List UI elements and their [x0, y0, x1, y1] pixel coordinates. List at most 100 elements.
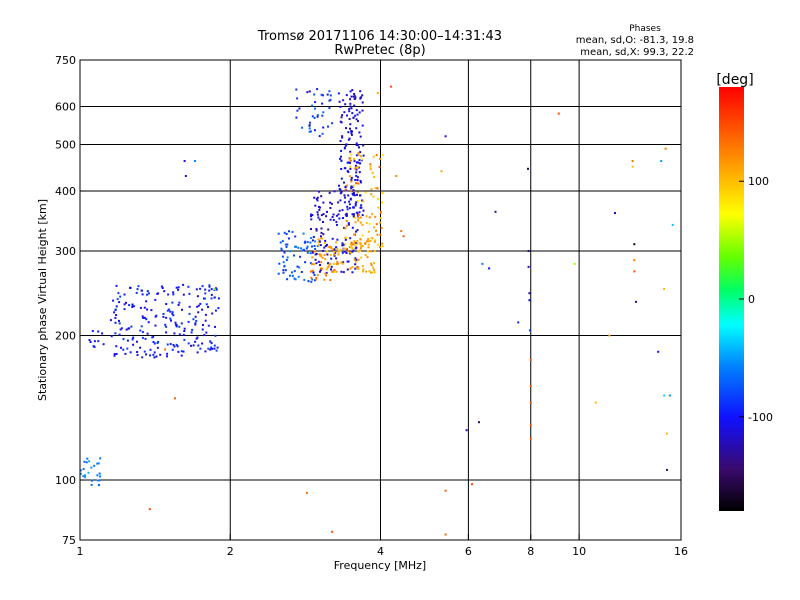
- data-point: [214, 309, 217, 312]
- data-point: [217, 297, 220, 300]
- data-point: [283, 251, 286, 254]
- data-point: [204, 292, 207, 295]
- data-point: [660, 160, 663, 162]
- data-point: [633, 270, 636, 273]
- data-point: [316, 88, 319, 91]
- data-point: [141, 293, 144, 296]
- data-point: [196, 295, 199, 298]
- data-point: [320, 214, 323, 217]
- data-point: [201, 308, 204, 311]
- data-point: [345, 247, 348, 250]
- data-point: [373, 271, 376, 274]
- data-point: [282, 269, 285, 272]
- data-point: [210, 297, 213, 300]
- data-point: [337, 201, 340, 204]
- data-point: [172, 344, 175, 346]
- data-point: [172, 293, 175, 296]
- data-point: [360, 204, 363, 207]
- data-point: [325, 268, 328, 271]
- data-point: [327, 245, 330, 248]
- data-point: [344, 227, 347, 230]
- data-point: [367, 243, 370, 246]
- data-point: [299, 255, 302, 258]
- data-point: [365, 215, 368, 218]
- data-point: [325, 271, 328, 274]
- data-point: [116, 298, 119, 301]
- data-point: [332, 213, 335, 216]
- data-point: [338, 100, 341, 103]
- data-point: [378, 157, 381, 160]
- data-point: [283, 231, 286, 234]
- data-point: [182, 293, 185, 296]
- data-point: [350, 187, 353, 190]
- data-point: [87, 471, 90, 474]
- data-point: [199, 347, 202, 350]
- data-point: [174, 397, 176, 400]
- data-point: [350, 180, 353, 183]
- data-point: [330, 247, 333, 250]
- data-point: [347, 249, 350, 252]
- data-point: [184, 175, 187, 177]
- data-point: [328, 264, 331, 267]
- data-point: [96, 474, 99, 477]
- y-tick-label: 600: [55, 101, 76, 114]
- grid-lines: [80, 60, 681, 540]
- data-point: [317, 260, 320, 263]
- data-point: [210, 346, 213, 349]
- data-point: [114, 321, 117, 324]
- data-point: [340, 168, 343, 170]
- data-point: [172, 314, 175, 317]
- data-point: [97, 340, 100, 343]
- data-point: [149, 354, 151, 357]
- data-point: [118, 333, 121, 336]
- data-point: [122, 338, 125, 341]
- data-point: [380, 227, 383, 229]
- data-point: [318, 218, 321, 221]
- data-point: [346, 114, 348, 117]
- data-point: [338, 209, 341, 212]
- data-point: [360, 256, 363, 259]
- data-point: [357, 182, 360, 185]
- data-point: [125, 328, 128, 331]
- data-point: [365, 270, 367, 273]
- data-point: [136, 351, 139, 353]
- data-point: [141, 336, 144, 339]
- data-point: [90, 466, 93, 469]
- data-point: [131, 304, 134, 307]
- data-point: [338, 217, 341, 220]
- data-point: [143, 306, 146, 309]
- data-point: [311, 251, 314, 254]
- data-point: [194, 323, 197, 326]
- data-point: [329, 207, 332, 209]
- data-point: [378, 166, 381, 168]
- data-point: [351, 266, 354, 269]
- data-point: [353, 258, 356, 261]
- data-point: [342, 271, 345, 274]
- data-point: [354, 167, 357, 170]
- data-point: [351, 250, 354, 253]
- data-point: [444, 533, 447, 536]
- data-point: [345, 94, 348, 97]
- data-point: [371, 171, 374, 174]
- data-point: [349, 165, 352, 168]
- data-point: [330, 202, 333, 205]
- data-point: [360, 158, 363, 161]
- data-point: [350, 245, 353, 248]
- data-point: [310, 213, 313, 216]
- data-point: [481, 262, 484, 265]
- data-point: [374, 187, 377, 190]
- data-point: [310, 276, 313, 279]
- data-point: [359, 97, 362, 100]
- data-point: [358, 211, 361, 214]
- data-point: [178, 325, 181, 328]
- data-point: [328, 99, 331, 102]
- data-point: [337, 92, 340, 95]
- data-point: [195, 337, 198, 340]
- data-point: [135, 291, 138, 294]
- data-point: [285, 233, 288, 235]
- data-point: [303, 278, 306, 281]
- data-point: [316, 211, 319, 214]
- data-point: [314, 253, 317, 256]
- data-point: [352, 192, 355, 194]
- data-point: [310, 215, 312, 218]
